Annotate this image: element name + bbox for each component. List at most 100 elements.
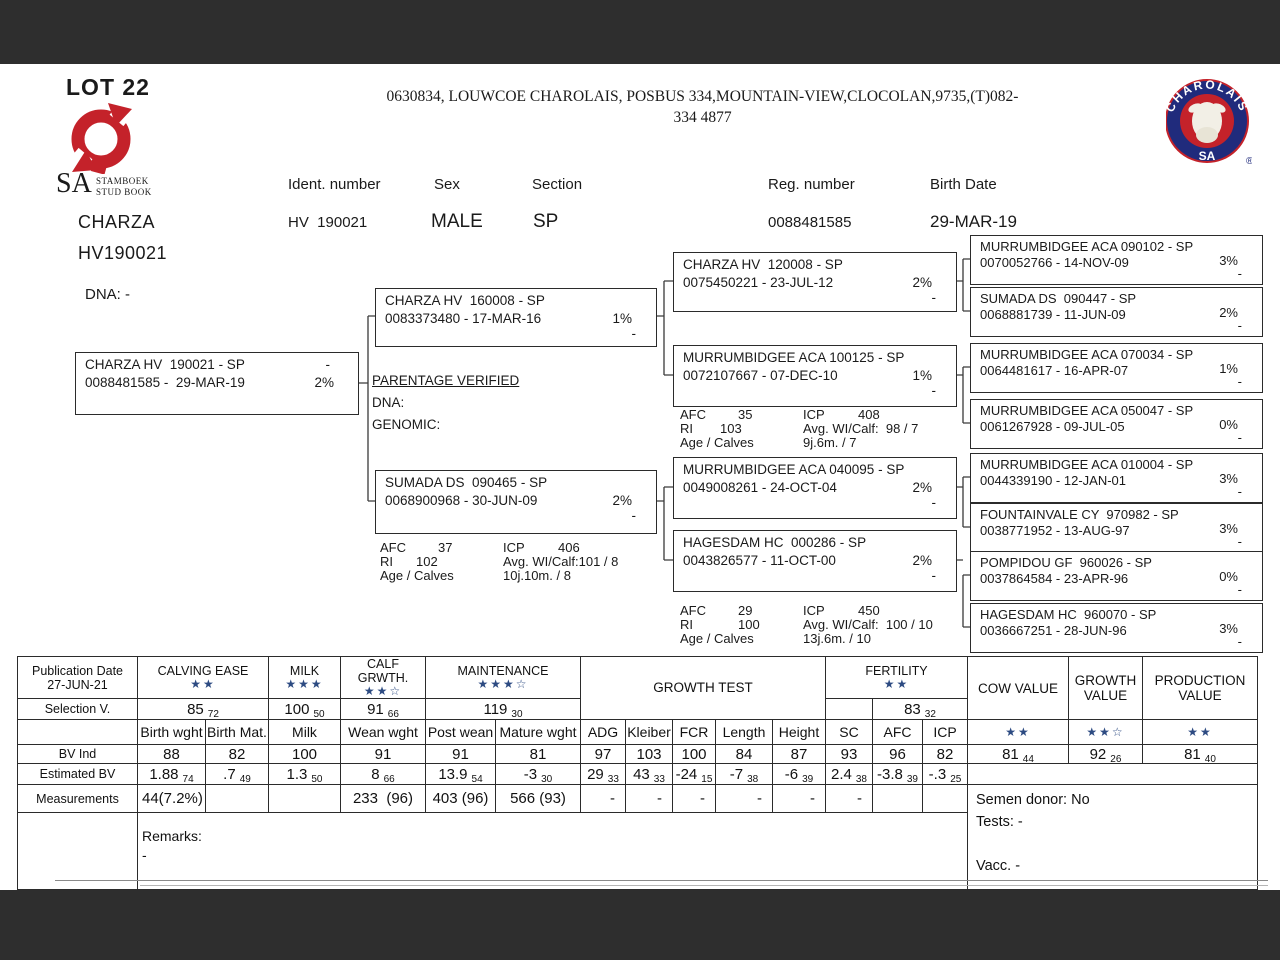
ebv-cell: 8 66 [340, 763, 426, 785]
ancestor-pct: 3% [1219, 471, 1238, 486]
sa-studbook-logo-icon [69, 103, 133, 174]
production-value-index: 81 40 [1142, 744, 1258, 764]
ancestor-dash: - [931, 383, 937, 398]
reg-number-label: Reg. number [768, 176, 855, 193]
reg-number-value: 0088481585 [768, 214, 852, 231]
ebv-cell: .7 49 [205, 763, 269, 785]
publication-date-value: 27-JUN-21 [47, 677, 108, 692]
meas-cell: - [772, 784, 826, 813]
meas-cell: - [580, 784, 626, 813]
ancestor-pct: 3% [1219, 621, 1238, 636]
parentage-verified-block: PARENTAGE VERIFIED DNA: GENOMIC: [372, 370, 519, 436]
bv-cell: 100 [672, 744, 716, 764]
semen-donor-cell: Semen donor: No Tests: - Vacc. - [967, 784, 1258, 890]
ebv-cell: -.3 25 [922, 763, 968, 785]
ancestor-reg: 0038771952 - 13-AUG-97 [980, 523, 1130, 538]
ancestor-name: MURRUMBIDGEE ACA 070034 - SP [980, 347, 1194, 362]
ancestor-name: MURRUMBIDGEE ACA 050047 - SP [980, 403, 1194, 418]
meas-cell [268, 784, 341, 813]
meas-cell: 403 (96) [425, 784, 496, 813]
pedigree-box-ggp-5: MURRUMBIDGEE ACA 010004 - SP 0044339190 … [970, 453, 1263, 503]
breeding-values-table: Publication Date 27-JUN-21 CALVING EASE … [17, 656, 1258, 890]
ebv-cell: 1.3 50 [268, 763, 341, 785]
growth-test-header: GROWTH TEST [580, 656, 826, 720]
icp-label: ICP [803, 603, 825, 618]
bv-cell: 96 [872, 744, 923, 764]
publication-date-cell: Publication Date 27-JUN-21 [17, 656, 138, 699]
birth-date-value: 29-MAR-19 [930, 212, 1017, 231]
growth-value-index: 92 26 [1068, 744, 1143, 764]
ri-label: RI [680, 617, 693, 632]
ancestor-name: FOUNTAINVALE CY 970982 - SP [980, 507, 1179, 522]
meas-cell: - [825, 784, 873, 813]
ancestor-dash: - [1237, 582, 1242, 597]
lot-number: LOT 22 [66, 74, 150, 100]
ancestor-dash: - [931, 568, 937, 583]
pedigree-box-ggp-2: SUMADA DS 090447 - SP 0068881739 - 11-JU… [970, 287, 1263, 337]
sex-label: Sex [434, 176, 460, 193]
section-label: Section [532, 176, 583, 193]
milk-header: MILK ★★★ [268, 656, 341, 699]
col-adg: ADG [580, 719, 626, 745]
cow-value-index: 81 44 [967, 744, 1069, 764]
dna-note: DNA: - [85, 286, 130, 303]
ancestor-name: CHARZA HV 120008 - SP [683, 257, 843, 272]
charolais-sa-badge-icon: CHAROLAIS SA ® [1166, 77, 1252, 167]
ancestor-pct: 1% [1219, 361, 1238, 376]
ancestor-name: HAGESDAM HC 960070 - SP [980, 607, 1157, 622]
meas-cell: 44(7.2%) [137, 784, 206, 813]
ancestor-dash: - [1237, 534, 1242, 549]
svg-text:®: ® [1246, 156, 1252, 167]
age-calves-value: 13j.6m. / 10 [803, 631, 871, 646]
afc-label: AFC [680, 603, 706, 618]
bv-ind-label: BV Ind [17, 744, 138, 764]
ri-value: 103 [720, 421, 742, 436]
maintenance-header: MAINTENANCE ★★★☆ [425, 656, 581, 699]
ancestor-dash: - [1237, 374, 1242, 389]
page-edge-line-2 [140, 885, 1268, 886]
ancestor-pct: 3% [1219, 253, 1238, 268]
ancestor-pct: 2% [1219, 305, 1238, 320]
dam-reg: 0068900968 - 30-JUN-09 [385, 493, 538, 508]
age-calves-label: Age / Calves [380, 568, 454, 583]
ancestor-dash: - [1237, 634, 1242, 649]
bv-cell: 91 [425, 744, 496, 764]
animal-id: HV190021 [78, 243, 168, 263]
ancestor-dash: - [931, 290, 937, 305]
cow-value-header: COW VALUE [967, 656, 1069, 720]
growth-value-stars: ★★☆ [1068, 719, 1143, 745]
ancestor-reg: 0072107667 - 07-DEC-10 [683, 368, 838, 383]
remarks-value: - [142, 847, 147, 863]
ebv-cell: 43 33 [625, 763, 673, 785]
cow-value-stars: ★★ [967, 719, 1069, 745]
afc-label: AFC [380, 540, 406, 555]
ancestor-pct: 2% [912, 553, 932, 568]
bv-cell: 81 [495, 744, 581, 764]
pedigree-box-ggp-3: MURRUMBIDGEE ACA 070034 - SP 0064481617 … [970, 343, 1263, 393]
bv-cell: 97 [580, 744, 626, 764]
dam-dash: - [631, 508, 637, 523]
ebv-cell: -3.8 39 [872, 763, 923, 785]
selection-maintenance: 119 30 [425, 698, 581, 720]
ancestor-name: MURRUMBIDGEE ACA 040095 - SP [683, 462, 905, 477]
measurements-label: Measurements [17, 784, 138, 813]
ancestor-reg: 0044339190 - 12-JAN-01 [980, 473, 1126, 488]
ancestor-pct: 3% [1219, 521, 1238, 536]
subject-inbreeding-pct: 2% [314, 375, 334, 390]
ancestor-pct: 0% [1219, 569, 1238, 584]
pedigree-box-ggp-4: MURRUMBIDGEE ACA 050047 - SP 0061267928 … [970, 399, 1263, 449]
ancestor-reg: 0037864584 - 23-APR-96 [980, 571, 1129, 586]
afc-value: 37 [438, 540, 453, 555]
animal-name: CHARZA [78, 212, 156, 232]
ebv-cell: -7 38 [715, 763, 773, 785]
org-sa-text: SA [56, 168, 92, 199]
ancestor-pct: 0% [1219, 417, 1238, 432]
ancestor-reg: 0075450221 - 23-JUL-12 [683, 275, 834, 290]
star-rating: ★★★ [285, 677, 324, 691]
bv-cell: 82 [922, 744, 968, 764]
col-fcr: FCR [672, 719, 716, 745]
bv-cell: 84 [715, 744, 773, 764]
pedigree-box-subject: CHARZA HV 190021 - SP 0088481585 - 29-MA… [75, 352, 359, 415]
ebv-cell: 1.88 74 [137, 763, 206, 785]
ancestor-name: MURRUMBIDGEE ACA 090102 - SP [980, 239, 1194, 254]
